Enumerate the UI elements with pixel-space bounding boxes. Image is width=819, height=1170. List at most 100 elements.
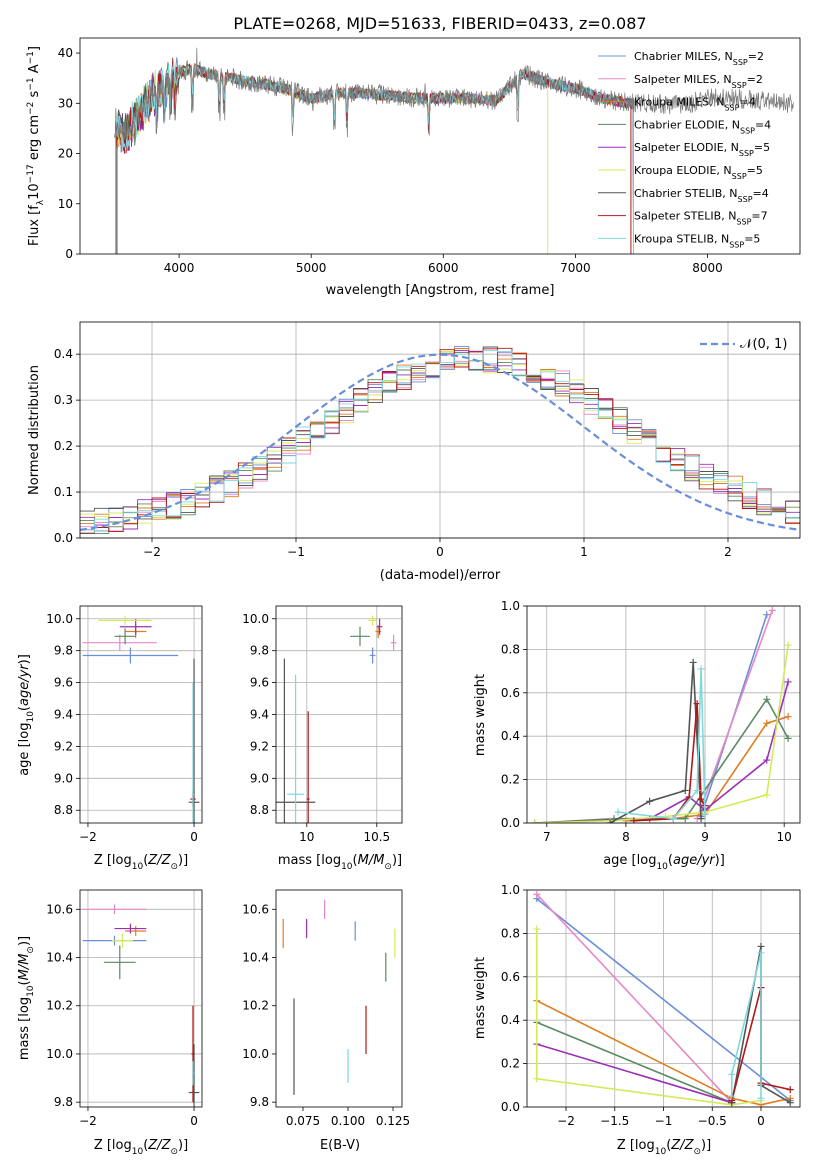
y-tick-label: 10.0: [46, 612, 73, 626]
weight-point: [763, 695, 771, 703]
label-part: M/M: [358, 853, 385, 868]
weight-point: [533, 925, 541, 933]
weight-line-salpeter-stelib: [633, 703, 706, 822]
weight-point: [786, 1086, 794, 1094]
label-part: s: [27, 90, 42, 101]
x-tick-label: 0: [190, 1114, 198, 1128]
label-part: )]: [392, 853, 402, 868]
errorbar-chabrier-stelib: [188, 1044, 200, 1107]
y-tick-label: 0.0: [501, 816, 520, 830]
panel-mass-vs-Z: −2 09.810.010.210.410.6Z [log10(Z/Z⊙)]mas…: [17, 889, 203, 1157]
plot-area: [82, 904, 200, 1107]
label-part: Z/Z: [670, 1138, 694, 1153]
weight-line-chabrier-miles: [536, 898, 791, 1102]
legend-suffix: =5: [747, 164, 763, 177]
legend-suffix: =4: [753, 187, 769, 200]
x-tick-label: 0.075: [286, 1114, 320, 1128]
histogram-kroupa-stelib: [80, 350, 800, 533]
x-tick-label: 0.100: [331, 1114, 365, 1128]
label-part: )]: [178, 853, 188, 868]
label-part: )]: [701, 1138, 711, 1153]
weight-line-kroupa-stelib: [731, 952, 762, 1099]
x-axis-label: mass [log10(M/M⊙)]: [278, 853, 402, 872]
label-part: A: [27, 64, 42, 77]
x-tick-label: −2: [79, 830, 97, 844]
y-tick-label: 0.2: [501, 1057, 520, 1071]
x-tick-label: 6000: [428, 261, 459, 275]
errorbar-kroupa-stelib: [287, 674, 304, 823]
legend-label: Chabrier STELIB, N: [634, 187, 738, 200]
x-tick-label: −1.5: [600, 1114, 629, 1128]
errorbar-salpeter-miles: [82, 634, 157, 651]
plot-area: [276, 615, 397, 823]
errorbar-salpeter-elodie: [119, 618, 152, 635]
label-part: 10: [27, 183, 42, 200]
legend-subscript: SSP: [729, 240, 744, 249]
weight-point: [757, 942, 765, 950]
legend-entry: Chabrier STELIB, NSSP=4: [634, 187, 769, 204]
y-tick-label: 9.2: [250, 739, 269, 753]
y-tick-label: 0.1: [54, 485, 73, 499]
y-tick-label: 20: [58, 147, 73, 161]
legend-label: Kroupa ELODIE, N: [634, 164, 732, 177]
y-tick-label: 0.4: [501, 1013, 520, 1027]
label-part: (: [353, 853, 358, 868]
errorbar-chabrier-elodie: [114, 628, 136, 645]
legend-entry: Salpeter ELODIE, NSSP=5: [634, 141, 770, 158]
y-tick-label: 10.0: [46, 1047, 73, 1061]
panels: 4000 5000 6000 7000 8000010203040wavelength …: [17, 37, 801, 1157]
y-tick-label: 1.0: [501, 599, 520, 613]
weight-line-salpeter-elodie: [536, 1043, 733, 1104]
label-part: (: [17, 706, 32, 711]
label-part: Flux [f: [27, 205, 42, 246]
x-axis-label: age [log10(age/yr)]: [603, 853, 725, 872]
y-tick-label: 9.4: [54, 708, 73, 722]
y-tick-label: 9.8: [54, 1095, 73, 1109]
label-part: age [log: [603, 853, 656, 868]
y-axis-label: Normed distribution: [27, 365, 42, 495]
errorbar-salpeter-miles: [390, 634, 397, 651]
weight-point: [533, 1075, 541, 1083]
y-axis-label: age [log10(age/yr)]: [17, 654, 36, 776]
legend-label: Salpeter MILES, N: [634, 73, 732, 86]
label-part: λ: [36, 199, 46, 205]
label-part: erg cm: [27, 115, 42, 164]
label-part: ⊙: [693, 1147, 701, 1157]
y-tick-label: 9.0: [54, 771, 73, 785]
y-tick-label: 10.2: [242, 999, 269, 1013]
axes-frame: [79, 37, 801, 255]
label-part: Z [log: [617, 1138, 655, 1153]
label-part: 10: [132, 862, 144, 872]
weight-line-salpeter-miles: [696, 610, 774, 819]
legend-subscript: SSP: [724, 103, 739, 112]
panel-age-vs-Z: −2 08.89.09.29.49.69.810.0Z [log10(Z/Z⊙)]…: [17, 605, 203, 872]
y-tick-label: 0.4: [501, 729, 520, 743]
weight-point: [669, 815, 677, 823]
legend-suffix: =7: [751, 210, 767, 223]
label-part: wavelength [Angstrom, rest frame]: [326, 283, 555, 298]
weight-point: [728, 1092, 736, 1100]
errorbar-chabrier-stelib: [276, 658, 316, 823]
legend-suffix: =2: [748, 50, 764, 63]
label-part: mass weight: [473, 957, 488, 1039]
label-part: (: [17, 980, 32, 985]
label-part: mass [log: [278, 853, 341, 868]
label-part: −1: [26, 77, 36, 90]
label-part: −17: [26, 164, 36, 183]
legend-entry: Salpeter MILES, NSSP=2: [634, 73, 763, 90]
label-part: 10: [26, 985, 36, 997]
label-part: )]: [178, 1138, 188, 1153]
label-part: Z/Z: [147, 853, 171, 868]
y-tick-label: 9.0: [250, 771, 269, 785]
label-part: )]: [17, 654, 32, 664]
label-part: ⊙: [170, 862, 178, 872]
weight-point: [728, 1070, 736, 1078]
weight-point: [757, 1094, 765, 1102]
legend-subscript: SSP: [736, 217, 751, 226]
figure-title: PLATE=0268, MJD=51633, FIBERID=0433, z=0…: [233, 14, 646, 33]
legend-subscript: SSP: [732, 172, 747, 181]
label-part: ⊙: [384, 862, 392, 872]
label-part: age/yr: [17, 663, 32, 706]
